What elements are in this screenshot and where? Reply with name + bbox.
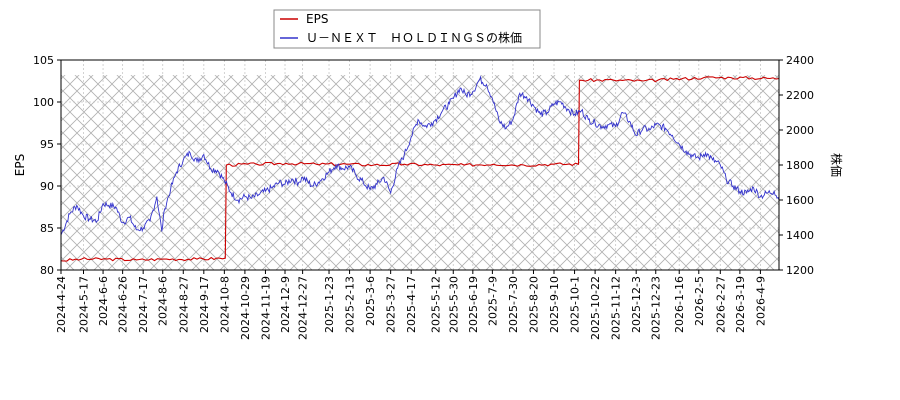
x-tick-label: 2024-8-6 [157, 276, 170, 326]
x-tick-label: 2025-6-19 [467, 276, 480, 333]
y-right-axis-label: 株価 [829, 153, 844, 177]
x-tick-label: 2024-12-27 [297, 276, 310, 340]
y-left-ticks: 80 85 90 95 100 105 [33, 54, 61, 277]
x-tick-label: 2024-5-17 [78, 276, 91, 333]
x-tick-label: 2025-7-30 [507, 276, 520, 333]
x-tick-label: 2025-11-12 [610, 276, 623, 340]
x-tick-label: 2025-5-30 [447, 276, 460, 333]
x-tick-label: 2024-11-19 [259, 276, 272, 340]
x-tick-label: 2025-1-23 [323, 276, 336, 333]
x-tick-label: 2025-12-3 [630, 276, 643, 333]
x-tick-label: 2026-4-9 [754, 276, 767, 326]
y-right-ticks: 1200 1400 1600 1800 2000 2200 2400 [779, 54, 814, 277]
legend-box [273, 9, 541, 49]
x-tick-label: 2026-2-5 [693, 276, 706, 326]
legend-label-price: Ｕ－ＮＥＸＴ ＨＯＬＤＩＮＧＳの株価 [306, 30, 522, 45]
y-left-tick-label: 85 [40, 222, 54, 235]
x-tick-label: 2024-10-8 [218, 276, 231, 333]
x-tick-label: 2025-7-9 [486, 276, 499, 326]
y-left-tick-label: 105 [33, 54, 54, 67]
y-right-tick-label: 1600 [786, 194, 814, 207]
legend: EPS Ｕ－ＮＥＸＴ ＨＯＬＤＩＮＧＳの株価 [273, 9, 541, 49]
x-tick-label: 2024-6-26 [117, 276, 130, 333]
series-layer [60, 75, 780, 262]
y-right-tick-label: 2400 [786, 54, 814, 67]
x-tick-label: 2024-9-17 [198, 276, 211, 333]
x-tick-label: 2024-4-24 [55, 276, 68, 333]
x-tick-label: 2024-12-9 [279, 276, 292, 333]
y-left-tick-label: 95 [40, 138, 54, 151]
x-tick-label: 2025-10-1 [569, 276, 582, 333]
y-right-tick-label: 1400 [786, 229, 814, 242]
series-line-price [60, 75, 780, 236]
y-right-tick-label: 2200 [786, 89, 814, 102]
x-tick-label: 2026-2-27 [714, 276, 727, 333]
x-tick-label: 2025-3-6 [364, 276, 377, 326]
y-left-tick-label: 100 [33, 96, 54, 109]
x-tick-label: 2024-6-6 [97, 276, 110, 326]
x-tick-label: 2026-1-16 [673, 276, 686, 333]
x-tick-label: 2025-9-10 [548, 276, 561, 333]
x-tick-label: 2025-12-23 [650, 276, 663, 340]
x-tick-label: 2024-10-29 [239, 276, 252, 340]
y-left-tick-label: 80 [40, 264, 54, 277]
hatched-range [61, 75, 779, 271]
y-left-tick-label: 90 [40, 180, 54, 193]
x-tick-label: 2025-8-20 [528, 276, 541, 333]
x-tick-label: 2025-5-12 [430, 276, 443, 333]
x-tick-label: 2026-3-19 [734, 276, 747, 333]
y-right-tick-label: 2000 [786, 124, 814, 137]
x-tick-label: 2025-2-13 [344, 276, 357, 333]
x-tick-label: 2025-3-27 [385, 276, 398, 333]
x-tick-label: 2025-4-17 [405, 276, 418, 333]
y-right-tick-label: 1200 [786, 264, 814, 277]
x-tick-label: 2024-8-27 [177, 276, 190, 333]
y-left-axis-label: EPS [13, 154, 27, 176]
x-tick-label: 2024-7-17 [137, 276, 150, 333]
plot-area [61, 60, 779, 271]
x-ticks: 2024-4-24 2024-5-17 2024-6-6 2024-6-26 2024-… [55, 270, 767, 340]
series-line-eps [60, 75, 780, 262]
x-tick-label: 2025-10-22 [589, 276, 602, 340]
legend-label-eps: EPS [306, 12, 328, 26]
y-right-tick-label: 1800 [786, 159, 814, 172]
